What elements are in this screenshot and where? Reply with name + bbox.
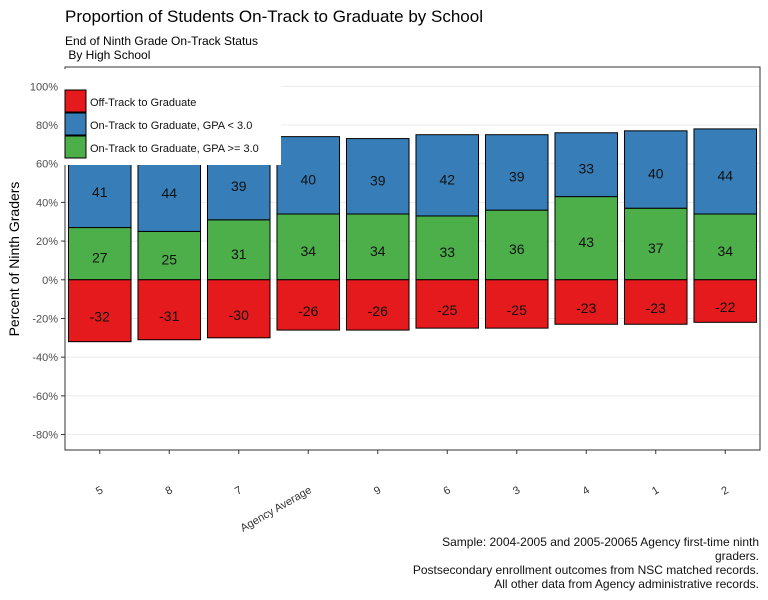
data-label: 40 (648, 166, 664, 182)
data-label: 33 (439, 244, 455, 260)
data-label: 27 (92, 250, 108, 266)
data-label: 36 (509, 241, 525, 257)
bar-segment (67, 227, 132, 281)
bar-segment (345, 279, 410, 331)
x-tick-label: 9 (372, 484, 383, 497)
bar-segment (415, 215, 480, 281)
bar-segment (693, 128, 758, 215)
data-label: -25 (437, 302, 457, 318)
y-tick-label: 40% (36, 197, 58, 209)
data-label: 43 (578, 234, 594, 250)
data-label: 44 (161, 185, 177, 201)
bar-segment (554, 132, 619, 198)
x-tick-label: 4 (580, 484, 591, 497)
data-label: -25 (507, 302, 527, 318)
x-tick-label: 2 (719, 484, 730, 497)
bar-segment (137, 279, 202, 341)
bar-segment (484, 209, 549, 281)
y-tick-label: 60% (36, 159, 58, 171)
data-label: 41 (92, 184, 108, 200)
bar-segment (623, 130, 688, 209)
caption: Sample: 2004-2005 and 2005-20065 Agency … (442, 535, 759, 549)
bar-segment (276, 279, 341, 331)
bar-segment (623, 207, 688, 281)
data-label: -31 (159, 308, 179, 324)
data-label: 39 (370, 172, 386, 188)
data-label: -23 (576, 300, 596, 316)
data-label: 34 (370, 243, 386, 259)
x-tick-label: 7 (233, 484, 244, 497)
legend-swatch (64, 135, 87, 159)
y-tick-label: 20% (36, 236, 58, 248)
chart-subtitle: End of Ninth Grade On-Track Status (65, 34, 258, 48)
legend-box (59, 69, 281, 165)
data-label: 42 (439, 171, 455, 187)
bar-segment (345, 213, 410, 281)
y-tick-label: 80% (36, 120, 58, 132)
data-label: 37 (648, 240, 664, 256)
bar-segment (484, 134, 549, 211)
bar-segment (67, 279, 132, 343)
caption: All other data from Agency administrativ… (494, 577, 759, 591)
legend-label: On-Track to Graduate, GPA < 3.0 (90, 120, 252, 132)
legend-label: On-Track to Graduate, GPA >= 3.0 (90, 143, 259, 155)
bar-segment (415, 279, 480, 329)
bar-segment (206, 279, 271, 339)
data-label: 40 (300, 171, 316, 187)
legend-swatch (64, 112, 87, 136)
data-label: 33 (578, 161, 594, 177)
data-label: -26 (298, 303, 318, 319)
data-label: -26 (368, 303, 388, 319)
bar-segment (554, 196, 619, 281)
bar-segment (693, 279, 758, 323)
legend-label: Off-Track to Graduate (90, 97, 196, 109)
data-label: 39 (231, 178, 247, 194)
y-axis-label: Percent of Ninth Graders (6, 182, 22, 337)
bar-segment (345, 138, 410, 215)
data-label: 31 (231, 246, 247, 262)
y-tick-label: 100% (30, 81, 58, 93)
bar-segment (206, 219, 271, 281)
bar-segment (693, 213, 758, 281)
y-tick-label: -20% (32, 313, 58, 325)
data-label: -30 (229, 307, 249, 323)
caption: Postsecondary enrollment outcomes from N… (413, 563, 759, 577)
y-tick-label: -80% (32, 430, 58, 442)
plot-border (64, 66, 761, 451)
caption: graders. (715, 549, 759, 563)
bar-segment (623, 279, 688, 325)
data-label: 39 (509, 168, 525, 184)
data-label: -32 (90, 309, 110, 325)
x-tick-label: 8 (163, 484, 174, 497)
x-tick-label: 5 (94, 484, 105, 497)
x-tick-label: 3 (511, 484, 522, 497)
bar-segment (484, 279, 549, 329)
bar-segment (276, 213, 341, 281)
data-label: -23 (646, 300, 666, 316)
data-label: -22 (715, 299, 735, 315)
data-label: 34 (717, 243, 733, 259)
y-tick-label: -40% (32, 352, 58, 364)
bar-segment (415, 134, 480, 217)
data-label: 34 (300, 243, 316, 259)
bar-segment (276, 136, 341, 215)
bar-segment (554, 279, 619, 325)
chart-subtitle: By High School (65, 48, 150, 62)
y-tick-label: -60% (32, 391, 58, 403)
y-tick-label: 0% (42, 275, 58, 287)
data-label: 25 (161, 252, 177, 268)
x-tick-label: Agency Average (239, 484, 314, 534)
x-tick-label: 6 (441, 484, 452, 497)
x-tick-label: 1 (650, 484, 661, 497)
chart-title: Proportion of Students On-Track to Gradu… (65, 7, 483, 26)
legend-swatch (64, 89, 87, 113)
data-label: 44 (717, 167, 733, 183)
